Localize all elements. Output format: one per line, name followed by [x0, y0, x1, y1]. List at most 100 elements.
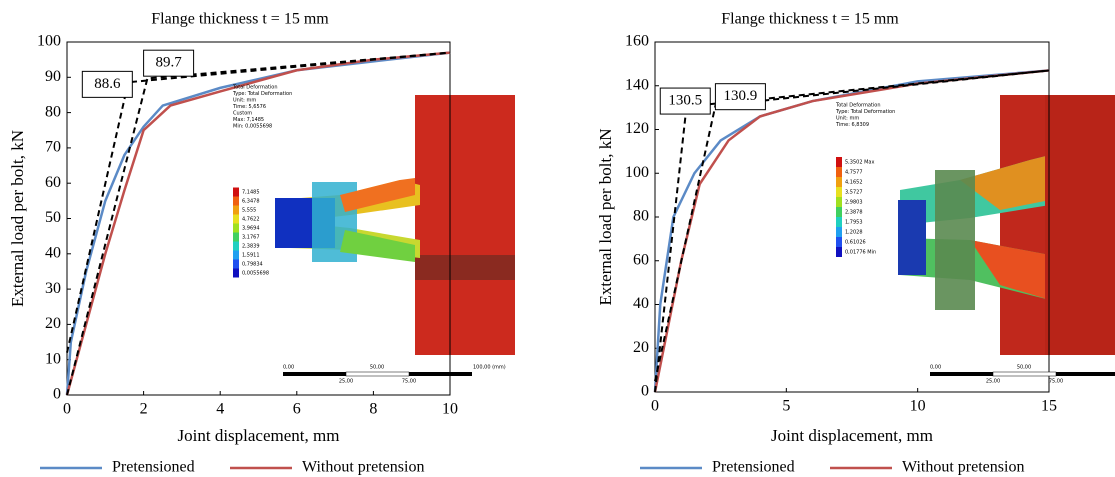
inset-legend-swatch [233, 233, 239, 242]
y-tick-label: 90 [45, 68, 61, 85]
inset-legend-swatch [233, 206, 239, 215]
fea-image [275, 95, 515, 355]
inset-legend-swatch [836, 237, 842, 247]
inset-legend-swatch [836, 227, 842, 237]
y-tick-label: 160 [625, 33, 649, 50]
y-tick-label: 0 [641, 383, 649, 400]
inset-legend-label: 0,61026 [845, 240, 866, 246]
inset-legend-label: 5,3502 Max [845, 160, 874, 166]
inset-legend-label: 1,7953 [845, 220, 863, 226]
inset-legend-label: 4,7622 [242, 217, 260, 223]
inset-info: Total Deformation [232, 85, 278, 91]
y-tick-label: 80 [633, 208, 649, 225]
inset-legend-label: 3,5727 [845, 190, 863, 196]
scale-label: 75,00 [402, 379, 416, 385]
y-tick-label: 20 [45, 315, 61, 332]
y-tick-label: 0 [53, 386, 61, 403]
annotation: 130.9 [724, 88, 758, 104]
inset-legend-swatch [233, 188, 239, 197]
legend-label: Pretensioned [712, 459, 795, 476]
y-tick-label: 40 [45, 244, 61, 261]
scale-label: 0,00 [283, 365, 294, 371]
inset-legend-swatch [233, 215, 239, 224]
chart-title: Flange thickness t = 15 mm [721, 11, 899, 28]
scale-label: 75,00 [1049, 379, 1063, 385]
inset-info: Time: 6,8309 [835, 122, 869, 128]
inset-legend-label: 4,1652 [845, 180, 863, 186]
legend-label: Pretensioned [112, 459, 195, 476]
inset-info: Type: Total Deformation [835, 109, 895, 115]
inset-legend-label: 2,3878 [845, 210, 863, 216]
inset-legend-label: 2,9803 [845, 200, 863, 206]
inset-info: Min: 0,0055698 [233, 124, 272, 130]
scale-label: 0,00 [930, 365, 941, 371]
x-tick-label: 15 [1041, 398, 1057, 415]
inset-legend-swatch [836, 187, 842, 197]
inset-legend-label: 0,01776 Min [845, 250, 876, 256]
inset-info: Type: Total Deformation [232, 91, 292, 97]
legend-label: Without pretension [302, 459, 424, 476]
x-tick-label: 0 [651, 398, 659, 415]
scale-label: 50,00 [1017, 365, 1031, 371]
scale-label: 50,00 [370, 365, 384, 371]
chart: Flange thickness t = 15 mm Joint displace… [0, 0, 1115, 477]
inset-legend-label: 6,3478 [242, 199, 260, 205]
inset-legend-swatch [233, 197, 239, 206]
inset-legend-swatch [836, 167, 842, 177]
inset-legend-label: 0,79834 [242, 262, 263, 268]
inset-legend-label: 3,9694 [242, 226, 260, 232]
inset-info: Time: 5,6576 [232, 104, 266, 110]
x-tick-label: 2 [140, 401, 148, 418]
y-tick-label: 140 [625, 76, 649, 93]
scale-bar [283, 372, 346, 376]
inset-legend-label: 5,555 [242, 208, 256, 214]
x-tick-label: 8 [369, 401, 377, 418]
inset-legend-swatch [233, 269, 239, 278]
x-axis-label: Joint displacement, mm [178, 426, 340, 445]
inset-legend-label: 4,7577 [845, 170, 863, 176]
inset-legend-swatch [836, 177, 842, 187]
inset-legend-label: 7,1485 [242, 190, 260, 196]
inset-legend-label: 2,3839 [242, 244, 260, 250]
y-tick-label: 10 [45, 350, 61, 367]
x-axis-label: Joint displacement, mm [771, 426, 933, 445]
inset-info: Total Deformation [835, 103, 881, 109]
y-axis-label: External load per bolt, kN [596, 128, 615, 305]
inset-legend-swatch [836, 217, 842, 227]
fea-image [898, 95, 1115, 355]
annotation: 130.5 [668, 93, 702, 109]
annotation: 88.6 [94, 76, 121, 92]
inset-legend-swatch [233, 224, 239, 233]
inset-legend-swatch [836, 197, 842, 207]
y-tick-label: 40 [633, 295, 649, 312]
y-tick-label: 70 [45, 139, 61, 156]
y-tick-label: 100 [37, 33, 61, 50]
y-tick-label: 100 [625, 164, 649, 181]
y-axis-label: External load per bolt, kN [8, 130, 27, 307]
scale-label: 25,00 [339, 379, 353, 385]
inset-legend-swatch [233, 251, 239, 260]
inset-legend-label: 3,1767 [242, 235, 260, 241]
x-tick-label: 4 [216, 401, 224, 418]
x-tick-label: 5 [782, 398, 790, 415]
inset-legend-label: 0,0055698 [242, 271, 269, 277]
y-tick-label: 50 [45, 209, 61, 226]
x-tick-label: 10 [442, 401, 458, 418]
scale-bar [930, 372, 993, 376]
y-tick-label: 30 [45, 280, 61, 297]
legend-label: Without pretension [902, 459, 1024, 476]
inset-info: Unit: mm [836, 116, 859, 122]
y-tick-label: 60 [45, 174, 61, 191]
inset-info: Unit: mm [233, 98, 256, 104]
scale-bar [409, 372, 472, 376]
scale-label: 25,00 [986, 379, 1000, 385]
inset-legend-swatch [836, 207, 842, 217]
scale-label: 100,00 (mm) [473, 365, 506, 371]
inset-legend-swatch [836, 247, 842, 257]
annotation: 89.7 [155, 55, 182, 71]
inset-info: Custom [233, 111, 252, 117]
scale-bar [1056, 372, 1115, 376]
scale-bar [346, 372, 409, 376]
x-tick-label: 6 [293, 401, 301, 418]
inset-legend-label: 1,2028 [845, 230, 863, 236]
